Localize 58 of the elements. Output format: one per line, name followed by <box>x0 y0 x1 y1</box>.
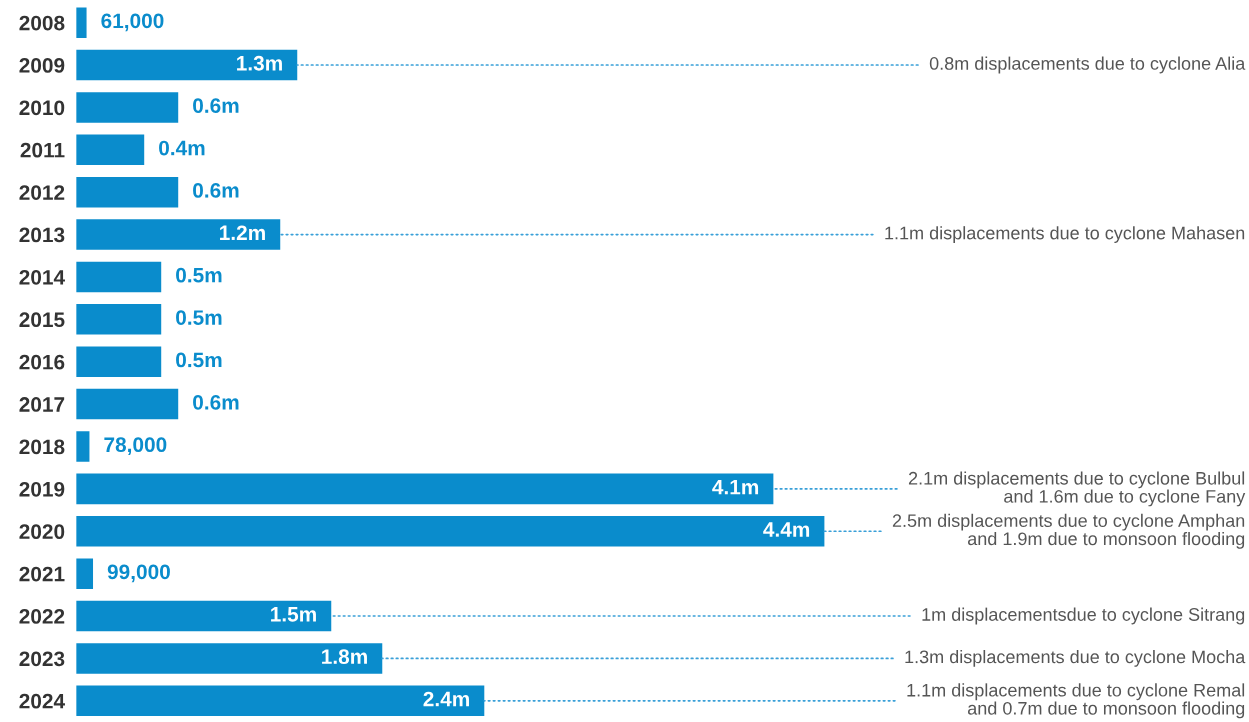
bar <box>76 431 90 462</box>
annotation: 1m displacementsdue to cyclone Sitrang <box>922 607 1245 625</box>
bar <box>76 7 87 38</box>
data-label: 99,000 <box>107 564 170 583</box>
data-label: 4.1m <box>712 479 759 495</box>
bar <box>76 558 94 589</box>
annotation: 1.1m displacements due to cyclone Remal and 0.7m due to monsoon flooding <box>907 683 1245 719</box>
data-label: 0.5m <box>176 267 222 283</box>
data-label: 0.5m <box>176 352 222 368</box>
data-label: 1.5m <box>271 607 316 622</box>
y-tick-label: 2016 <box>19 354 65 370</box>
y-tick-label: 2022 <box>19 609 65 624</box>
y-tick-label: 2018 <box>19 439 65 455</box>
data-label: 61,000 <box>101 13 164 32</box>
bar <box>76 600 332 632</box>
y-tick-label: 2024 <box>19 693 65 709</box>
y-tick-label: 2023 <box>19 651 65 667</box>
y-tick-label: 2014 <box>19 269 65 285</box>
y-tick-label: 2015 <box>19 312 65 328</box>
data-label: 1.3m <box>237 55 282 71</box>
data-label: 1.8m <box>322 649 367 665</box>
bar <box>76 134 145 166</box>
bar <box>76 176 179 208</box>
y-tick-label: 2021 <box>19 566 65 582</box>
data-label: 0.6m <box>193 183 239 198</box>
bar <box>76 261 162 293</box>
bar <box>76 643 383 674</box>
annotation: 0.8m displacements due to cyclone Alia <box>929 56 1246 74</box>
data-label: 0.6m <box>193 98 239 113</box>
y-tick-label: 2013 <box>19 227 65 243</box>
y-tick-label: 2020 <box>19 524 65 540</box>
data-label: 0.4m <box>159 140 205 156</box>
data-label: 78,000 <box>104 437 167 456</box>
bar <box>76 219 281 250</box>
data-label: 0.6m <box>193 394 239 410</box>
bar <box>76 473 774 505</box>
data-label: 4.4m <box>763 522 810 537</box>
bar <box>76 388 179 420</box>
bar <box>76 92 179 123</box>
y-tick-label: 2012 <box>19 185 65 200</box>
data-label: 0.5m <box>176 310 222 325</box>
annotation: 2.5m displacements due to cyclone Amphan and 1.9m due to monsoon flooding <box>892 513 1245 549</box>
annotation: 1.3m displacements due to cyclone Mocha <box>905 650 1246 667</box>
y-tick-label: 2017 <box>19 397 65 412</box>
data-label: 2.4m <box>423 691 469 707</box>
bar <box>76 304 162 335</box>
bar <box>76 685 485 717</box>
annotation: 1.1m displacements due to cyclone Mahasen <box>885 226 1245 243</box>
y-tick-label: 2011 <box>20 142 65 158</box>
y-tick-label: 2009 <box>19 58 65 73</box>
data-label: 1.2m <box>220 225 265 240</box>
bar <box>76 516 825 547</box>
bar <box>76 49 298 81</box>
y-tick-label: 2008 <box>19 15 65 31</box>
bar <box>76 346 162 377</box>
y-tick-label: 2010 <box>19 100 65 116</box>
y-tick-label: 2019 <box>19 481 65 497</box>
annotation: 2.1m displacements due to cyclone Bulbul and 1.6m due to cyclone Fany <box>908 471 1246 507</box>
